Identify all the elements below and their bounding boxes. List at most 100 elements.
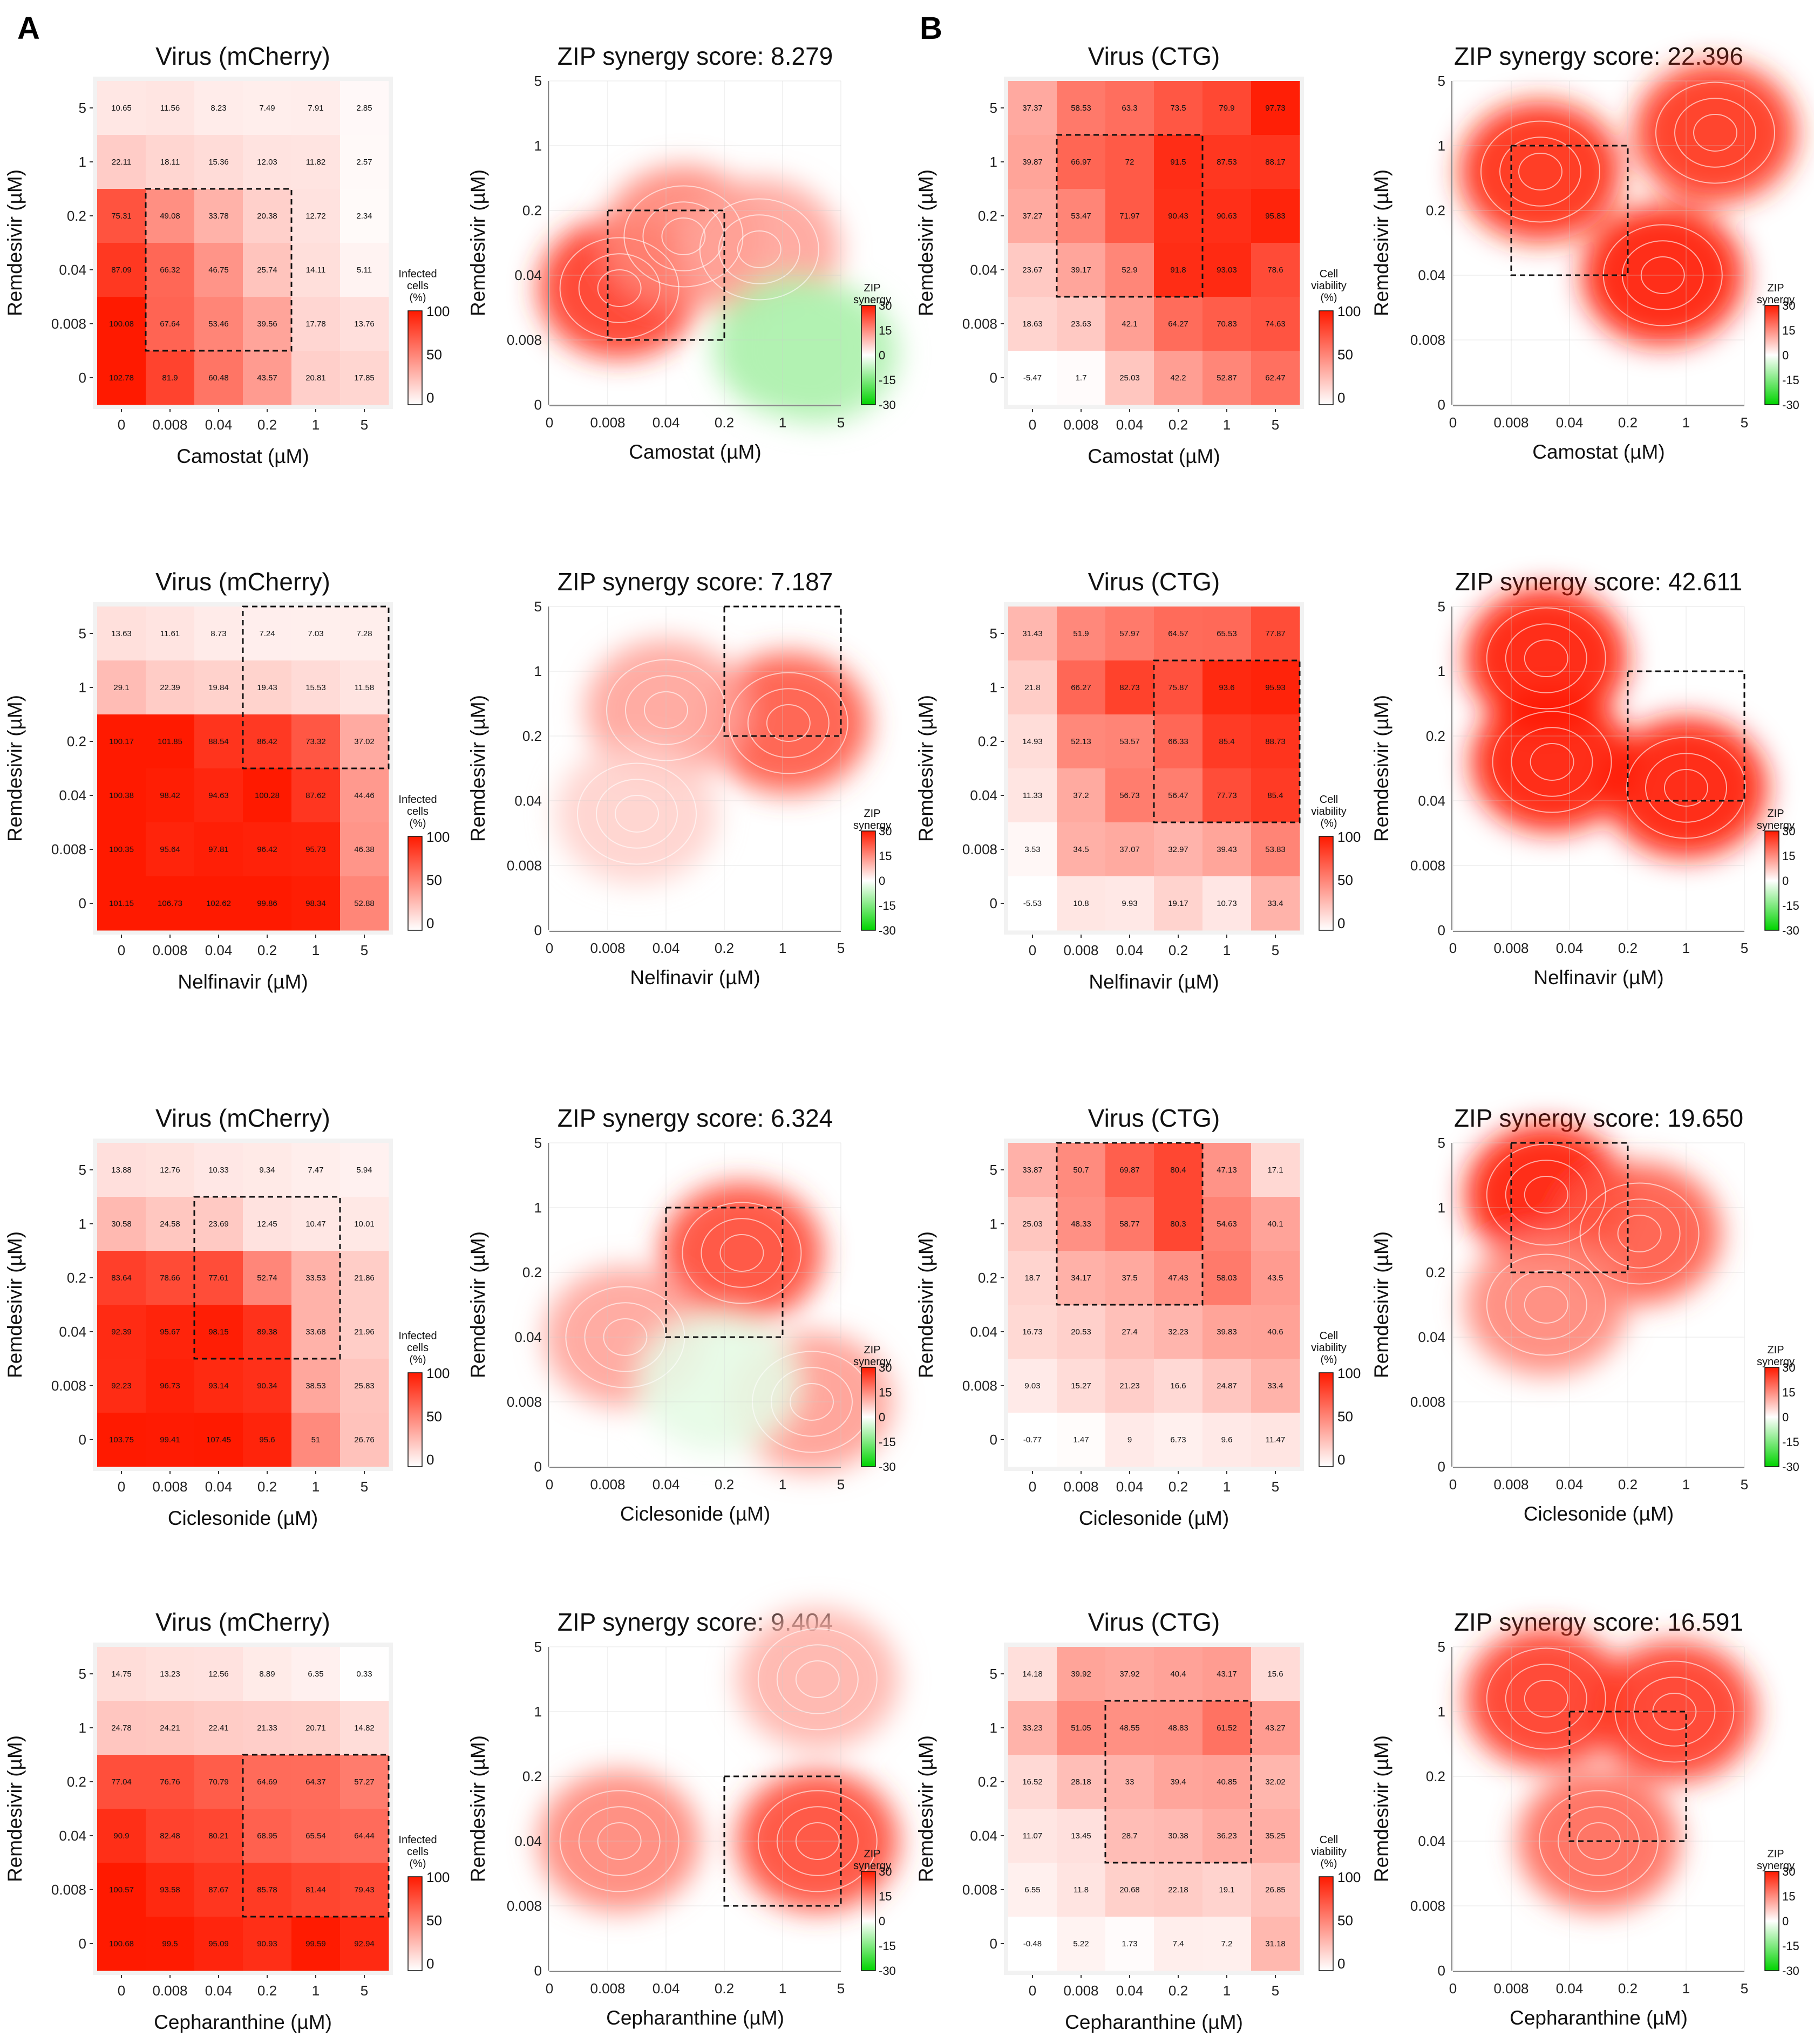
heatmap-cell — [1105, 822, 1154, 877]
cell-value: 95.6 — [259, 1435, 275, 1445]
heatmap-cell — [194, 1359, 243, 1413]
y-tick-label: 1 — [990, 1216, 997, 1232]
cell-value: 6.73 — [1170, 1435, 1186, 1445]
zip-contour — [1505, 1160, 1587, 1230]
heatmap-cell — [243, 243, 292, 297]
cell-value: 75.31 — [111, 212, 132, 221]
cell-value: 9 — [1127, 1435, 1132, 1445]
y-tick-label: 0 — [1438, 397, 1445, 413]
heatmap-cell — [1202, 81, 1252, 135]
cell-value: 19.17 — [1168, 899, 1188, 908]
cell-value: 90.63 — [1217, 212, 1237, 221]
heatmap-cell — [1202, 189, 1252, 243]
legend-colorbar — [1764, 830, 1779, 931]
heatmap-cell — [340, 1143, 389, 1197]
legend-title: cells — [407, 1342, 429, 1354]
heatmap-cell — [1105, 1197, 1154, 1251]
zip-landscape — [1465, 1125, 1721, 1375]
cell-value: 32.02 — [1265, 1777, 1286, 1787]
legend-tick: 15 — [1782, 1386, 1795, 1399]
heatmap-cell — [97, 1143, 146, 1197]
heatmap-cell — [1008, 189, 1057, 243]
x-tick-label: 0.04 — [1556, 1476, 1584, 1493]
cell-value: 37.92 — [1119, 1670, 1140, 1679]
cell-value: 91.8 — [1170, 265, 1186, 275]
y-tick-label: 0.2 — [978, 1774, 997, 1790]
cell-value: 9.6 — [1221, 1435, 1233, 1445]
heatmap-cell — [1057, 1863, 1106, 1917]
cell-value: 23.67 — [1022, 265, 1043, 275]
legend-title: (%) — [409, 292, 426, 304]
y-tick-label: 0.04 — [514, 793, 542, 809]
legend-title: Cell — [1320, 794, 1338, 806]
cell-value: 96.42 — [257, 845, 277, 854]
heatmap-cell — [1057, 1197, 1106, 1251]
heatmap-cell — [1202, 297, 1252, 351]
y-axis-label: Remdesivir (µM) — [467, 1735, 489, 1882]
y-tick-label: 5 — [79, 1162, 86, 1178]
legend-title: ZIP — [864, 1848, 880, 1860]
heatmap-cell — [146, 243, 195, 297]
y-tick-label: 0.008 — [507, 332, 542, 348]
heatmap-cell — [291, 607, 341, 661]
heatmap-cell — [1202, 1701, 1252, 1755]
zip-contour — [596, 779, 678, 849]
heatmap-cell — [1008, 1305, 1057, 1359]
y-tick-label: 1 — [1438, 138, 1445, 154]
cell-value: 29.1 — [113, 683, 129, 692]
heatmap-cell — [1154, 1755, 1203, 1809]
y-tick-label: 5 — [990, 1162, 997, 1178]
heatmap-cell — [146, 607, 195, 661]
legend-tick: -30 — [1782, 398, 1799, 412]
cell-value: 98.34 — [305, 899, 326, 908]
cell-value: -0.48 — [1023, 1939, 1042, 1948]
x-tick-label: 0.2 — [257, 1982, 277, 1999]
y-tick-label: 0.008 — [507, 857, 542, 874]
x-tick-label: 5 — [361, 1479, 368, 1495]
y-tick-label: 0.008 — [507, 1898, 542, 1914]
heatmap-chart: Virus (CTG) 31.43 51.9 57.97 64.57 65.53 77.87… — [915, 568, 1361, 993]
heatmap-cell — [194, 81, 243, 135]
heatmap-title: Virus (mCherry) — [155, 42, 330, 70]
cell-value: 88.73 — [1265, 737, 1286, 746]
cell-value: 24.58 — [160, 1219, 180, 1229]
heatmap-cell — [291, 189, 341, 243]
zip-contour — [747, 688, 830, 758]
x-tick-label: 0 — [1029, 1479, 1036, 1495]
heatmap-cell — [340, 607, 389, 661]
y-tick-label: 1 — [534, 1200, 542, 1216]
heatmap-chart: Virus (mCherry) 10.65 11.56 8.23 7.49 7.91 2.8… — [4, 42, 450, 467]
heatmap-cell — [243, 1197, 292, 1251]
heatmap-cell — [1008, 243, 1057, 297]
cell-value: 51.9 — [1073, 629, 1089, 638]
heatmap-cell — [97, 1809, 146, 1863]
heatmap-cell — [1008, 876, 1057, 931]
heatmap-title: Virus (CTG) — [1088, 568, 1220, 596]
heatmap-cell — [340, 768, 389, 823]
heatmap-cell — [1202, 1197, 1252, 1251]
x-tick-label: 0.008 — [590, 1980, 625, 1997]
heatmap-cell — [1202, 714, 1252, 769]
y-tick-label: 1 — [79, 154, 86, 170]
heatmap-cell — [291, 1143, 341, 1197]
cell-value: 39.92 — [1071, 1670, 1091, 1679]
cell-value: 39.17 — [1071, 265, 1091, 275]
legend-title: ZIP — [864, 1344, 880, 1356]
legend-tick: 50 — [1337, 872, 1353, 888]
heatmap-cell — [194, 297, 243, 351]
heatmap-cell — [1154, 1413, 1203, 1467]
cell-value: 20.71 — [305, 1723, 326, 1733]
legend-title: viability — [1311, 1846, 1347, 1858]
heatmap-cell — [243, 1701, 292, 1755]
heatmap-cell — [1251, 1305, 1300, 1359]
x-axis-label: Ciclesonide (µM) — [1524, 1503, 1674, 1525]
cell-value: 11.58 — [355, 683, 374, 692]
cell-value: 1.73 — [1122, 1939, 1137, 1948]
cell-value: 40.85 — [1217, 1777, 1237, 1787]
legend-tick: 100 — [426, 1365, 450, 1381]
y-tick-label: 0.04 — [970, 262, 997, 278]
cell-value: 18.63 — [1022, 319, 1043, 329]
heatmap-cell — [1154, 1917, 1203, 1971]
legend-title: viability — [1311, 280, 1347, 292]
x-tick-label: 5 — [1272, 942, 1279, 958]
